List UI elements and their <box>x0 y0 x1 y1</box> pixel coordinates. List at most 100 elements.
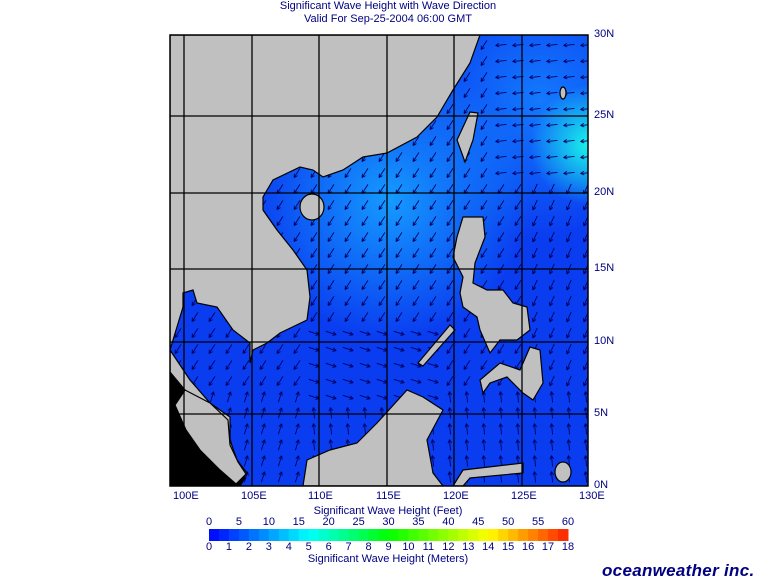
wave-arrow <box>277 407 283 419</box>
wave-arrow <box>260 407 266 419</box>
lat-label: 5N <box>594 407 609 419</box>
wave-arrow <box>344 200 352 211</box>
wave-arrow <box>529 90 541 96</box>
wave-arrow <box>293 328 301 339</box>
meter-tick-label: 12 <box>442 541 455 553</box>
colorbar-feet-label: Significant Wave Height (Feet) <box>313 505 463 517</box>
wave-arrow <box>259 376 267 387</box>
wave-arrow <box>532 215 538 227</box>
wave-arrow <box>209 391 215 403</box>
wave-arrow <box>580 90 588 96</box>
wave-arrow <box>446 104 454 115</box>
wave-arrow <box>310 248 318 259</box>
wave-arrow <box>566 391 571 403</box>
wave-arrow <box>345 423 350 435</box>
wave-arrow <box>498 391 503 403</box>
wave-arrow <box>276 344 284 355</box>
feet-tick-label: 60 <box>561 516 575 528</box>
wave-arrow <box>427 394 439 400</box>
wave-arrow <box>514 248 522 259</box>
meter-tick-label: 0 <box>205 541 213 553</box>
wave-arrow <box>463 88 471 99</box>
wave-arrow <box>327 280 335 291</box>
wave-arrow <box>378 232 386 243</box>
wave-arrow <box>464 455 469 467</box>
wave-arrow <box>310 232 318 243</box>
wave-arrow <box>463 200 471 211</box>
colorbar-cell <box>288 529 300 541</box>
wave-arrow <box>566 439 571 451</box>
wave-arrow <box>344 296 352 307</box>
colorbar <box>209 529 569 541</box>
wave-arrow <box>566 359 572 371</box>
wave-arrow <box>378 280 386 291</box>
wave-arrow <box>378 216 386 227</box>
wave-arrow <box>429 216 437 227</box>
wave-arrow <box>378 312 386 323</box>
wave-arrow <box>429 136 437 147</box>
wave-arrow <box>498 439 503 451</box>
wave-arrow <box>260 391 266 403</box>
wave-arrow <box>580 106 588 112</box>
wave-arrow <box>546 90 558 96</box>
wave-arrow <box>293 376 301 387</box>
wave-arrow <box>514 232 522 243</box>
wave-arrow <box>327 248 335 259</box>
wave-arrow <box>427 330 439 336</box>
wave-arrow <box>429 280 437 291</box>
colorbar-cell <box>448 529 459 541</box>
wave-arrow <box>310 312 318 323</box>
colorbar-cell <box>298 529 310 541</box>
wave-arrow <box>446 200 454 211</box>
wave-arrow <box>514 200 522 211</box>
wave-arrow <box>362 423 367 435</box>
wave-arrow <box>566 199 572 211</box>
wave-arrow <box>412 200 420 211</box>
wave-arrow <box>191 328 199 339</box>
wave-arrow <box>546 58 558 64</box>
wave-arrow <box>344 232 352 243</box>
feet-tick-label: 50 <box>502 516 515 528</box>
wave-arrow <box>328 407 333 419</box>
wave-arrow <box>532 231 538 243</box>
wave-arrow <box>243 391 249 403</box>
wave-arrow <box>463 328 471 339</box>
wave-arrow <box>412 248 420 259</box>
colorbar-cell <box>318 529 330 541</box>
wave-arrow <box>395 296 403 307</box>
land-luzon <box>452 216 531 355</box>
meter-tick-label: 13 <box>462 541 475 553</box>
wave-arrow <box>549 247 555 259</box>
wave-arrow <box>225 376 233 387</box>
wave-arrow <box>497 280 505 291</box>
wave-arrow <box>495 106 507 112</box>
wave-arrow <box>359 394 371 400</box>
wave-arrow <box>327 296 335 307</box>
colorbar-cell <box>398 529 409 541</box>
colorbar-cell <box>248 529 260 541</box>
wave-arrow <box>259 344 267 355</box>
wave-arrow <box>495 122 507 128</box>
wave-arrow <box>549 295 555 307</box>
wave-arrow <box>532 407 537 419</box>
wave-arrow <box>429 152 437 163</box>
wave-arrow <box>361 296 369 307</box>
wave-arrow <box>532 199 538 211</box>
wave-arrow <box>325 394 337 400</box>
wave-arrow <box>327 232 335 243</box>
wave-arrow <box>566 423 571 435</box>
lon-label: 100E <box>173 490 199 502</box>
wave-arrow <box>361 216 369 227</box>
wave-arrow <box>208 312 216 323</box>
wave-arrow <box>481 439 486 451</box>
feet-tick-label: 0 <box>205 516 213 528</box>
wave-arrow <box>546 74 558 80</box>
feet-tick-label: 40 <box>442 516 455 528</box>
meter-tick-label: 17 <box>541 541 555 553</box>
wave-arrow <box>446 360 454 371</box>
wave-arrow <box>446 152 454 163</box>
title-line-2: Valid For Sep-25-2004 06:00 GMT <box>304 13 472 25</box>
wave-arrow <box>480 168 488 179</box>
wave-arrow <box>260 471 266 483</box>
wave-arrow <box>242 344 250 355</box>
